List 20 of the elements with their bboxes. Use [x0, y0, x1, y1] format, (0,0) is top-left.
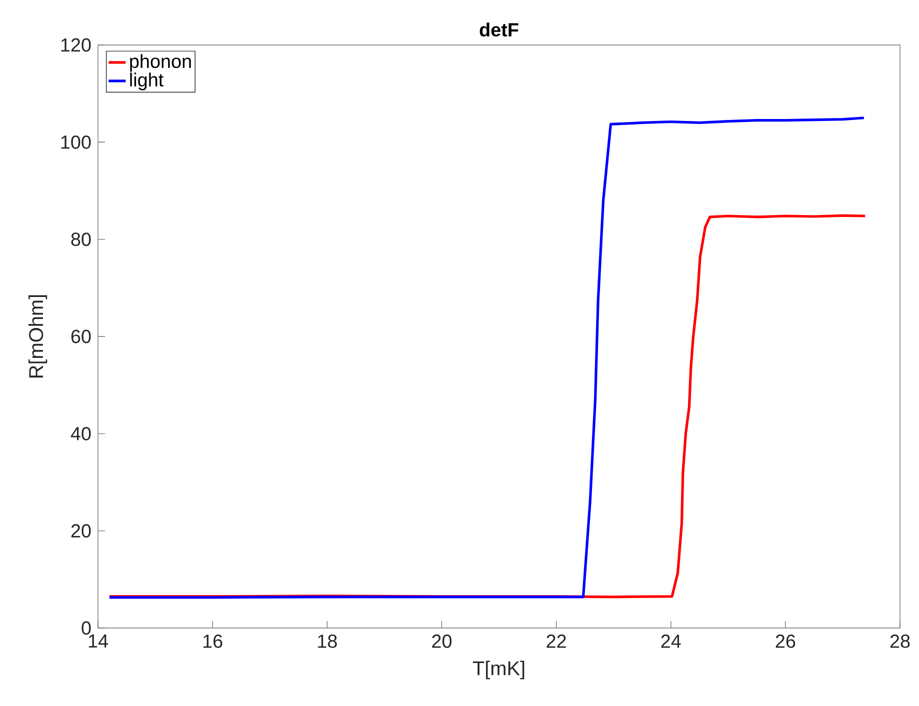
y-tick-label: 60 [71, 330, 91, 344]
x-tick-label: 28 [890, 634, 910, 648]
x-axis-title: T[mK] [472, 660, 524, 680]
chart-title: detF [480, 22, 518, 37]
x-tick-label: 24 [661, 634, 681, 648]
x-tick-label: 22 [546, 634, 566, 648]
y-tick-label: 120 [61, 38, 91, 52]
legend-label: phonon [130, 54, 191, 72]
y-axis-title: R[mOhm] [28, 295, 48, 378]
x-tick-label: 16 [203, 634, 222, 648]
legend-label: light [130, 72, 164, 90]
y-tick-label: 40 [70, 426, 91, 440]
y-tick-label: 0 [82, 621, 91, 635]
x-tick-label: 26 [776, 634, 796, 648]
y-tick-label: 20 [71, 524, 91, 538]
x-tick-label: 14 [88, 634, 108, 648]
x-tick-label: 20 [432, 634, 452, 648]
y-tick-label: 80 [71, 232, 91, 246]
x-tick-label: 18 [318, 634, 337, 648]
y-tick-label: 100 [61, 135, 91, 149]
